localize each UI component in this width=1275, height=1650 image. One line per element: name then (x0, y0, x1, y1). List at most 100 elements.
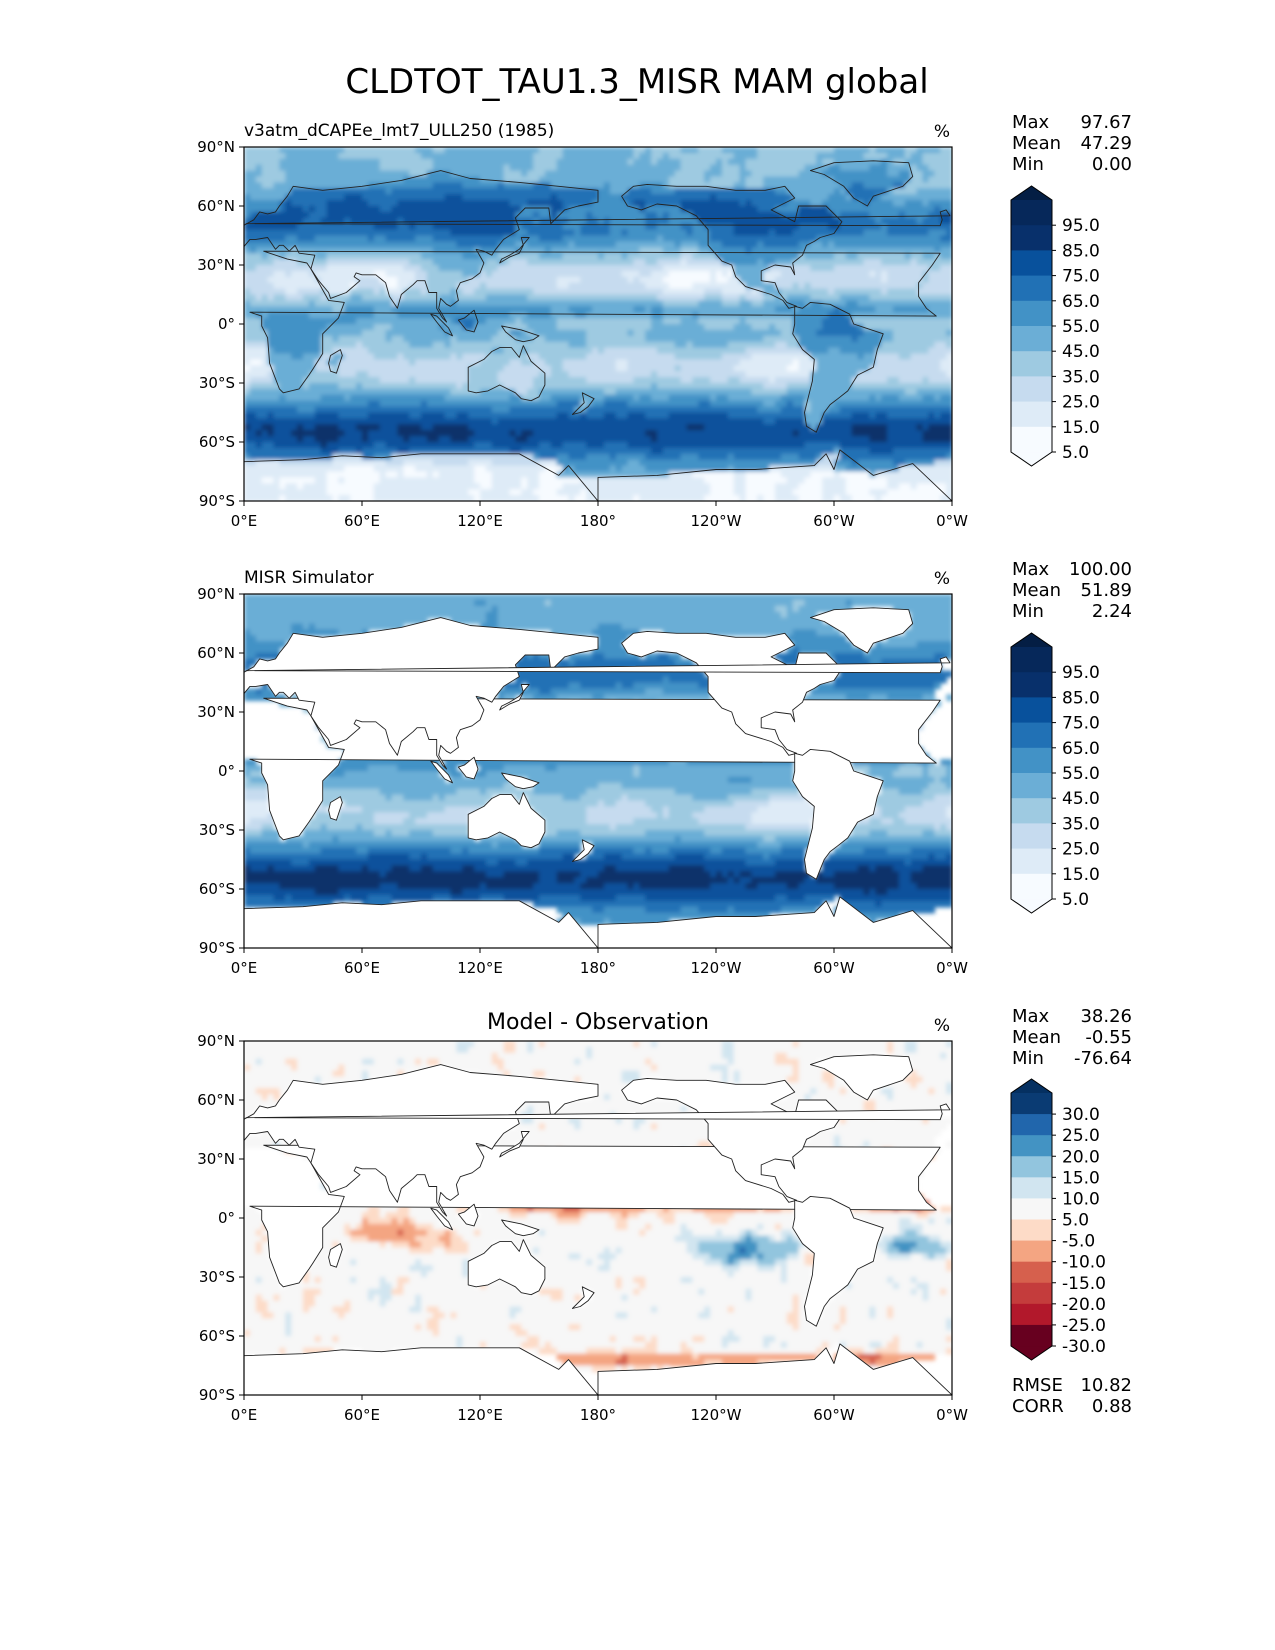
colorbar-bin (1011, 873, 1052, 900)
colorbar-bin (1011, 1261, 1052, 1284)
x-tick-label: 120°W (691, 959, 742, 977)
colorbar-tick-label: 55.0 (1062, 764, 1100, 784)
x-tick-label: 60°W (813, 512, 855, 530)
y-tick-label: 30°S (199, 821, 235, 839)
x-tick-label: 180° (580, 512, 616, 530)
stat-value: -76.64 (1074, 1048, 1132, 1069)
colorbar-tick-label: 85.0 (1062, 241, 1100, 261)
colorbar-bin (1011, 225, 1052, 251)
colorbar-bin (1011, 1219, 1052, 1242)
colorbar: 95.0 85.0 75.0 65.0 55.0 45.0 35.0 25.0 15.0 5.0 (1010, 632, 1100, 914)
stats-box: Max 38.26 Mean -0.55 Min -76.64 RMSE 10.82 CORR 0… (1012, 1006, 1132, 1417)
units-label: % (934, 122, 950, 142)
colorbar-tick-label: 25.0 (1062, 393, 1100, 413)
colorbar-extend-bottom (1011, 1346, 1052, 1360)
colorbar-tick-label: 15.0 (1062, 865, 1100, 885)
x-tick-label: 0°E (231, 1406, 258, 1424)
stat-label: CORR (1012, 1396, 1064, 1417)
colorbar-bin (1011, 200, 1052, 226)
colorbar-tick-label: 35.0 (1062, 367, 1100, 387)
colorbar-bin (1011, 1156, 1052, 1178)
coast-australia (467, 345, 546, 402)
coast-greenland (809, 160, 914, 207)
colorbar-tick-label: 75.0 (1062, 267, 1100, 287)
stat-value: 100.00 (1069, 559, 1132, 580)
colorbar-tick-label: 15.0 (1062, 1168, 1100, 1188)
x-tick-label: 60°E (344, 959, 380, 977)
colorbar-extend-bottom (1011, 899, 1052, 913)
x-tick-label: 0°E (231, 959, 258, 977)
colorbar-bin (1011, 697, 1052, 724)
x-tick-label: 120°E (457, 512, 503, 530)
stat-label: RMSE (1012, 1375, 1063, 1396)
colorbar-bin (1011, 798, 1052, 824)
colorbar-tick-label: 95.0 (1062, 663, 1100, 683)
coast-greenland (809, 607, 914, 654)
stat-value: 51.89 (1080, 580, 1132, 601)
colorbar-bin (1011, 426, 1052, 453)
coast-sumatra (430, 760, 453, 784)
coast-japan (499, 237, 530, 264)
x-tick-label: 120°W (691, 1406, 742, 1424)
x-tick-label: 60°E (344, 512, 380, 530)
colorbar-bin (1011, 747, 1052, 774)
y-tick-label: 30°N (197, 256, 235, 274)
colorbar-bin (1011, 351, 1052, 377)
x-tick-label: 180° (580, 1406, 616, 1424)
colorbar-tick-label: -10.0 (1062, 1253, 1106, 1273)
coast-antarctica (244, 449, 952, 501)
colorbar-tick-label: 95.0 (1062, 216, 1100, 236)
coast-antarctica (244, 896, 952, 948)
x-tick-label: 0°W (936, 1406, 968, 1424)
coast-borneo (457, 756, 479, 780)
coast-north-america (621, 630, 843, 756)
coast-south-america (792, 1195, 884, 1327)
colorbar-tick-label: 35.0 (1062, 814, 1100, 834)
x-tick-label: 0°W (936, 512, 968, 530)
colorbar-bin (1011, 1198, 1052, 1221)
colorbar-tick-label: 25.0 (1062, 840, 1100, 860)
colorbar-bin (1011, 1240, 1052, 1263)
coast-new-guinea (501, 325, 540, 343)
colorbar-tick-label: 5.0 (1062, 443, 1089, 463)
colorbar-tick-label: 65.0 (1062, 739, 1100, 759)
colorbar-tick-label: 25.0 (1062, 1126, 1100, 1146)
y-tick-label: 60°S (199, 1327, 235, 1345)
map-field-model (244, 147, 952, 501)
colorbar-bin (1011, 1093, 1052, 1115)
y-tick-label: 90°S (199, 492, 235, 510)
stat-label: Min (1012, 154, 1044, 175)
x-tick-label: 60°E (344, 1406, 380, 1424)
colorbar-bin (1011, 300, 1052, 327)
colorbar-bin (1011, 1324, 1052, 1347)
stats-box: Max 97.67 Mean 47.29 Min 0.00 (1012, 112, 1132, 175)
x-tick-label: 180° (580, 959, 616, 977)
colorbar-bin (1011, 1282, 1052, 1305)
panels: 0°E 60°E 120°E 180° 120°W 60°W 0°W 90°N 60°N 30°N… (197, 112, 1132, 1424)
panel-model: 0°E 60°E 120°E 180° 120°W 60°W 0°W 90°N 60°N 30°N… (197, 112, 1132, 530)
colorbar-bin (1011, 376, 1052, 403)
coast-uk (245, 209, 951, 227)
coast-eurasia (244, 170, 599, 323)
stat-label: Max (1012, 559, 1050, 580)
coast-borneo (457, 1203, 479, 1227)
coast-antarctica (244, 1343, 952, 1395)
panel-obs: 0°E 60°E 120°E 180° 120°W 60°W 0°W 90°N 60°N 30°N… (197, 559, 1132, 977)
x-tick-label: 120°W (691, 512, 742, 530)
coast-madagascar (328, 796, 343, 821)
y-tick-label: 90°S (199, 1386, 235, 1404)
colorbar-bin (1011, 823, 1052, 850)
stat-value: -0.55 (1085, 1027, 1132, 1048)
coast-japan (499, 684, 530, 711)
colorbar-bin (1011, 275, 1052, 302)
coastlines (244, 607, 952, 948)
stat-value: 2.24 (1092, 601, 1132, 622)
coast-uk (245, 656, 951, 674)
panel-left-title: MISR Simulator (244, 568, 374, 588)
figure-title: CLDTOT_TAU1.3_MISR MAM global (345, 62, 928, 102)
colorbar-tick-label: 20.0 (1062, 1147, 1100, 1167)
panel-title: Model - Observation (487, 1010, 709, 1035)
coast-australia (467, 792, 546, 849)
colorbar-tick-label: -25.0 (1062, 1316, 1106, 1336)
